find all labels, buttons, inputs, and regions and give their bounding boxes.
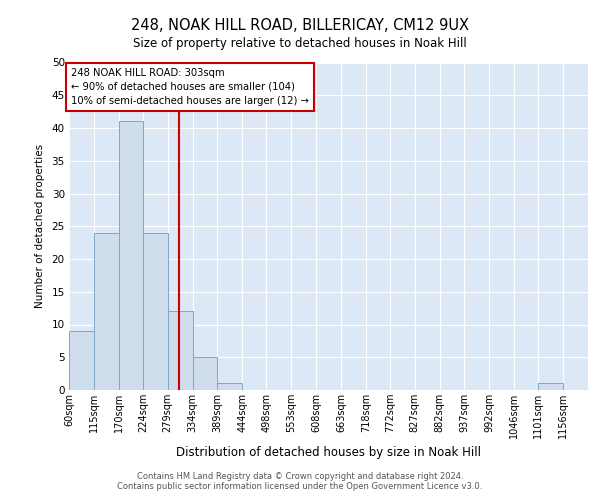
Bar bbox=[119, 122, 143, 390]
Text: 248, NOAK HILL ROAD, BILLERICAY, CM12 9UX: 248, NOAK HILL ROAD, BILLERICAY, CM12 9U… bbox=[131, 18, 469, 32]
Bar bbox=[193, 357, 217, 390]
Bar bbox=[217, 384, 242, 390]
Bar bbox=[69, 331, 94, 390]
Bar bbox=[94, 233, 119, 390]
Text: Contains public sector information licensed under the Open Government Licence v3: Contains public sector information licen… bbox=[118, 482, 482, 491]
Bar bbox=[143, 233, 168, 390]
Bar bbox=[538, 384, 563, 390]
Text: Contains HM Land Registry data © Crown copyright and database right 2024.: Contains HM Land Registry data © Crown c… bbox=[137, 472, 463, 481]
Bar bbox=[168, 312, 193, 390]
Text: 248 NOAK HILL ROAD: 303sqm
← 90% of detached houses are smaller (104)
10% of sem: 248 NOAK HILL ROAD: 303sqm ← 90% of deta… bbox=[71, 68, 309, 106]
Text: Size of property relative to detached houses in Noak Hill: Size of property relative to detached ho… bbox=[133, 38, 467, 51]
Y-axis label: Number of detached properties: Number of detached properties bbox=[35, 144, 44, 308]
X-axis label: Distribution of detached houses by size in Noak Hill: Distribution of detached houses by size … bbox=[176, 446, 481, 460]
